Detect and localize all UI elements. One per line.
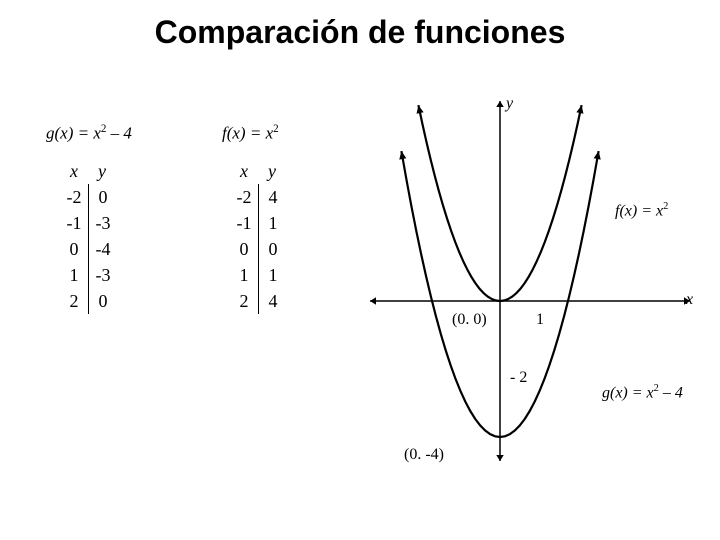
func-f-label: f(x) = x2: [222, 123, 279, 144]
table-f-head-y: y: [258, 161, 286, 184]
graph: y x 1 - 2 (0. 0) (0. -4) f(x) = x2 g(x) …: [360, 91, 700, 471]
table-f-col-y: 41014: [259, 184, 287, 314]
table-g-head-x: x: [60, 161, 88, 184]
table-f: x y -2-1012 41014: [230, 161, 287, 314]
table-f-head-x: x: [230, 161, 258, 184]
vertex-f-label: (0. 0): [452, 311, 487, 329]
curve-g-label: g(x) = x2 – 4: [602, 383, 683, 402]
axis-x-label: x: [686, 291, 693, 309]
graph-svg: [360, 91, 700, 471]
func-g-suffix: – 4: [106, 124, 132, 143]
table-g: x y -2-1012 0-3-4-30: [60, 161, 117, 314]
func-g-prefix: g(x) = x: [46, 124, 101, 143]
table-g-col-x: -2-1012: [60, 184, 88, 314]
axis-y-label: y: [506, 95, 513, 113]
func-f-prefix: f(x) = x: [222, 124, 273, 143]
func-g-label: g(x) = x2 – 4: [46, 123, 132, 144]
content-area: g(x) = x2 – 4 f(x) = x2 x y -2-1012 0-3-…: [0, 51, 720, 521]
func-f-exp: 2: [273, 123, 279, 135]
table-g-col-y: 0-3-4-30: [89, 184, 117, 314]
tick-1-label: 1: [536, 311, 544, 329]
table-g-head-y: y: [88, 161, 116, 184]
table-f-col-x: -2-1012: [230, 184, 258, 314]
tick-neg2-label: - 2: [510, 369, 527, 387]
vertex-g-label: (0. -4): [404, 446, 444, 464]
curve-f-label: f(x) = x2: [615, 201, 668, 220]
page-title: Comparación de funciones: [0, 0, 720, 51]
